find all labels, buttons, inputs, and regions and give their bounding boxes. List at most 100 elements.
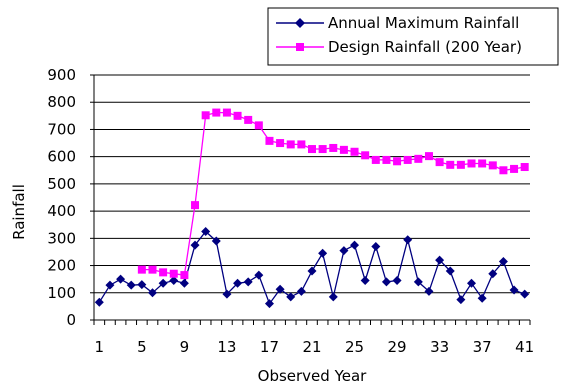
- data-point-annual: [222, 289, 232, 299]
- data-point-annual: [509, 285, 519, 295]
- x-axis-title: Observed Year: [258, 367, 368, 385]
- data-point-design: [169, 269, 178, 278]
- x-tick-label: 9: [180, 338, 190, 356]
- data-point-design: [403, 155, 412, 164]
- data-point-design: [180, 271, 189, 280]
- y-tick-labels: 0 100 200 300 400 500 600 700 800 900: [47, 66, 76, 329]
- data-point-design: [414, 154, 423, 163]
- data-point-annual: [318, 248, 328, 258]
- data-point-annual: [264, 299, 274, 309]
- data-point-annual: [488, 269, 498, 279]
- data-point-annual: [137, 280, 147, 290]
- data-point-design: [222, 108, 231, 117]
- y-tick-label: 800: [47, 93, 76, 111]
- data-point-design: [137, 265, 146, 274]
- data-point-annual: [477, 293, 487, 303]
- data-point-annual: [371, 242, 381, 251]
- data-point-design: [276, 139, 285, 148]
- data-point-annual: [169, 276, 179, 286]
- data-point-design: [478, 159, 487, 168]
- data-point-design: [361, 151, 370, 160]
- data-point-design: [148, 265, 157, 274]
- data-point-annual: [424, 286, 434, 296]
- y-tick-label: 0: [66, 311, 76, 329]
- data-point-design: [456, 160, 465, 169]
- data-point-annual: [520, 289, 530, 299]
- data-point-annual: [435, 255, 445, 265]
- data-point-design: [393, 157, 402, 166]
- data-point-design: [510, 164, 519, 173]
- data-point-annual: [275, 284, 285, 294]
- data-point-design: [318, 145, 327, 154]
- data-point-annual: [233, 278, 243, 288]
- x-tick-label: 1: [95, 338, 105, 356]
- data-point-annual: [296, 286, 306, 296]
- x-tick-label: 13: [217, 338, 236, 356]
- data-point-annual: [126, 280, 136, 290]
- x-tick-label: 17: [260, 338, 279, 356]
- data-point-design: [297, 140, 306, 149]
- data-point-annual: [190, 240, 200, 250]
- data-point-annual: [105, 280, 115, 290]
- x-tick-label: 29: [388, 338, 407, 356]
- data-point-annual: [339, 246, 349, 256]
- y-tick-label: 300: [47, 229, 76, 247]
- data-point-annual: [498, 256, 508, 266]
- data-point-annual: [360, 276, 370, 286]
- data-point-design: [286, 140, 295, 149]
- data-point-annual: [179, 278, 189, 288]
- data-point-annual: [403, 235, 413, 245]
- data-point-annual: [456, 295, 466, 305]
- legend-label-design: Design Rainfall (200 Year): [328, 38, 522, 56]
- series-layer: [94, 108, 530, 309]
- data-point-design: [350, 147, 359, 156]
- data-point-annual: [94, 297, 104, 307]
- y-tick-label: 500: [47, 175, 76, 193]
- data-point-annual: [147, 288, 157, 298]
- data-point-annual: [158, 278, 168, 288]
- data-point-design: [339, 145, 348, 154]
- series-line-1: [141, 111, 525, 276]
- data-point-annual: [350, 240, 360, 250]
- data-point-annual: [445, 266, 455, 276]
- data-point-design: [520, 163, 529, 172]
- x-tick-label: 5: [137, 338, 147, 356]
- x-tick-label: 41: [515, 338, 534, 356]
- data-point-annual: [254, 270, 264, 280]
- data-point-design: [191, 201, 200, 210]
- x-tick-label: 21: [302, 338, 321, 356]
- axes: [90, 74, 531, 325]
- data-point-design: [159, 268, 168, 277]
- data-point-annual: [413, 277, 423, 287]
- data-point-design: [435, 158, 444, 167]
- data-point-design: [265, 136, 274, 145]
- data-point-design: [371, 155, 380, 164]
- legend-marker-design: [296, 43, 304, 51]
- legend-marker-annual: [295, 18, 305, 28]
- data-point-annual: [116, 274, 126, 284]
- data-point-annual: [381, 277, 391, 287]
- y-axis-title: Rainfall: [10, 184, 28, 240]
- data-point-design: [488, 161, 497, 170]
- y-tick-label: 600: [47, 148, 76, 166]
- legend-label-annual: Annual Maximum Rainfall: [328, 14, 519, 32]
- data-point-annual: [307, 266, 317, 276]
- data-point-design: [244, 115, 253, 124]
- x-tick-label: 37: [473, 338, 492, 356]
- data-point-design: [201, 111, 210, 120]
- x-tick-label: 33: [430, 338, 449, 356]
- legend-box: [267, 7, 559, 66]
- data-point-design: [329, 143, 338, 152]
- x-tick-label: 25: [345, 338, 364, 356]
- data-point-design: [254, 121, 263, 130]
- data-point-design: [308, 145, 316, 154]
- data-point-design: [382, 155, 391, 164]
- data-point-annual: [201, 227, 211, 237]
- legend: Annual Maximum Rainfall Design Rainfall …: [267, 7, 559, 66]
- y-tick-label: 400: [47, 202, 76, 220]
- x-tick-labels: 1 5 9 13 17 21 25 29 33 37 41: [95, 338, 535, 356]
- y-tick-label: 100: [47, 284, 76, 302]
- data-point-design: [499, 166, 508, 175]
- data-point-annual: [286, 292, 296, 302]
